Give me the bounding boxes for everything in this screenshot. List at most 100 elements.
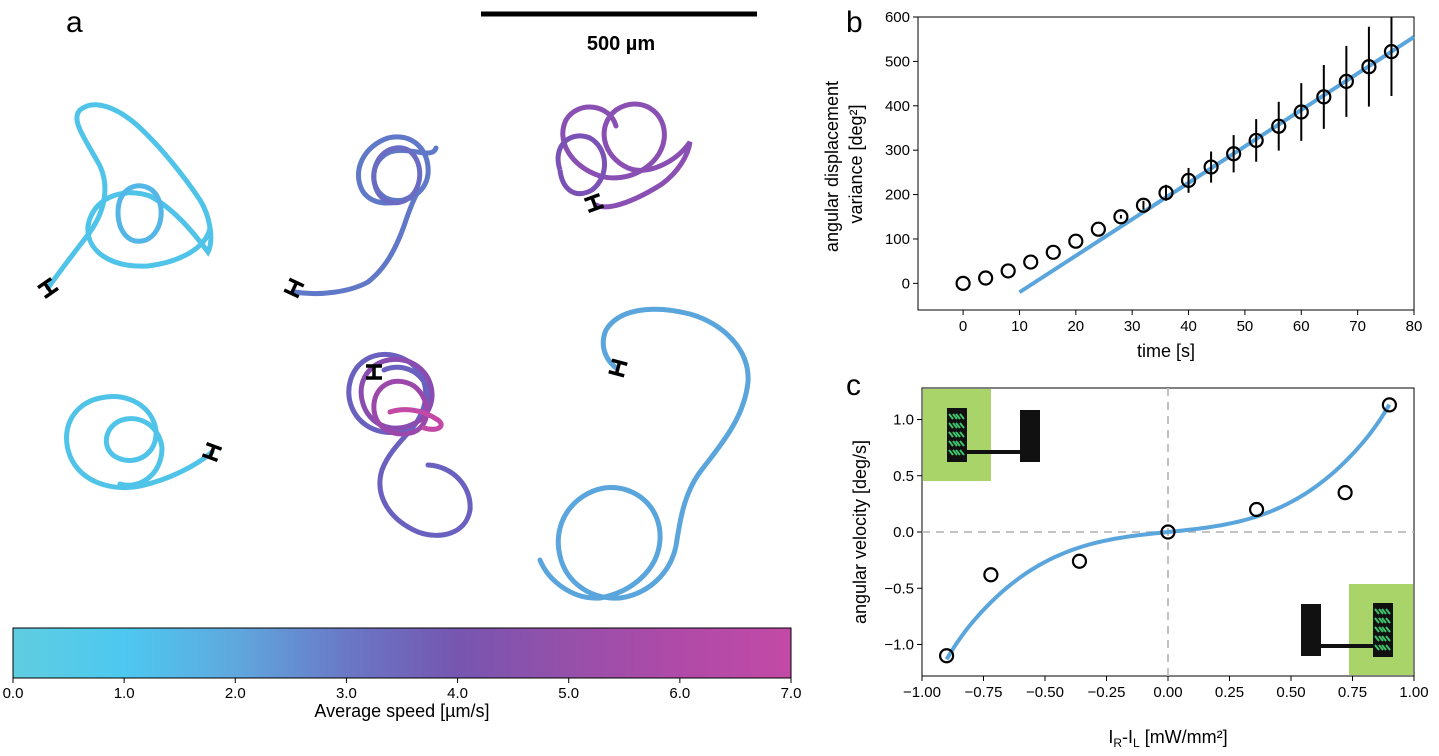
colorbar-tick-label: 5.0 bbox=[558, 685, 579, 702]
trajectory-1-path bbox=[45, 102, 214, 291]
trajectory-4-loop bbox=[555, 133, 607, 197]
inset-right-illumination bbox=[1301, 584, 1413, 675]
panel-b-data-point bbox=[1090, 221, 1106, 237]
panel-c-data-point bbox=[1160, 524, 1176, 540]
panel-b-y-ticks: 0 100 200 300 400 500 600 bbox=[885, 9, 918, 292]
panel-c-x-tick-label: 0.00 bbox=[1153, 684, 1182, 701]
inset-chevron bbox=[1378, 626, 1391, 633]
trajectory-2 bbox=[64, 394, 223, 490]
panel-b-letter: b bbox=[846, 6, 863, 39]
panel-b-data-point bbox=[1135, 197, 1152, 213]
trajectory-1 bbox=[37, 102, 214, 299]
panel-c-data-point bbox=[983, 567, 999, 583]
trajectory-1-loop bbox=[115, 183, 164, 244]
panel-c-data-point bbox=[938, 648, 955, 664]
panel-c-x-label-i: I bbox=[1108, 727, 1113, 747]
inset-chevron bbox=[952, 440, 965, 447]
panel-c-x-tick-label: 0.50 bbox=[1276, 684, 1305, 701]
panel-c-y-tick-label: 0.0 bbox=[893, 524, 914, 541]
panel-b-points bbox=[955, 17, 1400, 291]
panel-c-y-ticks: −1.0 −0.5 0.0 0.5 1.0 bbox=[884, 412, 922, 654]
panel-b-data-point bbox=[1203, 159, 1219, 175]
panel-c-data-point bbox=[1381, 397, 1398, 413]
panel-c-x-label-sub-l: L bbox=[1133, 736, 1140, 750]
panel-c-x-tick-label: 0.25 bbox=[1215, 684, 1244, 701]
panel-c-x-label-dash: -I bbox=[1122, 727, 1133, 747]
inset-chevron bbox=[952, 413, 965, 420]
panel-b-data-point bbox=[1113, 209, 1129, 225]
panel-c-x-ticks: −1.00 −0.75 −0.50 −0.25 0.00 0.25 0.50 0.75 1.00 bbox=[903, 676, 1429, 701]
panel-b-y-tick-label: 0 bbox=[902, 275, 910, 292]
inset-right-device bbox=[1373, 603, 1393, 657]
panel-b-x-tick-label: 80 bbox=[1406, 318, 1423, 335]
panel-b-y-label-line-2: variance [deg²] bbox=[846, 104, 866, 223]
inset-left-weight bbox=[1020, 410, 1040, 462]
colorbar bbox=[12, 627, 792, 679]
inset-chevron bbox=[948, 449, 961, 456]
panel-b-y-tick-label: 400 bbox=[885, 98, 910, 115]
colorbar-tick-label: 6.0 bbox=[669, 685, 690, 702]
panel-b-data-point bbox=[1248, 132, 1264, 149]
panel-c-y-tick-label: 1.0 bbox=[893, 412, 914, 429]
colorbar-tick-label: 1.0 bbox=[114, 685, 135, 702]
panel-b-y-tick-label: 500 bbox=[885, 53, 910, 70]
panel-b-y-tick-label: 100 bbox=[885, 231, 910, 248]
trajectory-5-loop-b bbox=[371, 378, 430, 437]
trajectory-3-marker bbox=[283, 277, 305, 299]
panel-b-y-label-line-1: angular displacement bbox=[822, 81, 842, 252]
inset-chevron bbox=[952, 431, 965, 438]
panel-b-data-point bbox=[1271, 118, 1287, 134]
colorbar-tick-label: 2.0 bbox=[225, 685, 246, 702]
panel-c-x-label-sub-r: R bbox=[1113, 736, 1122, 750]
panel-b-data-point bbox=[1158, 185, 1174, 201]
colorbar-tick-label: 7.0 bbox=[781, 685, 802, 702]
inset-chevron bbox=[948, 440, 961, 447]
panel-b-data-point bbox=[1000, 263, 1016, 279]
panel-b-x-tick-label: 50 bbox=[1237, 318, 1254, 335]
panel-b-data-point bbox=[1383, 44, 1400, 60]
panel-b-y-tick-label: 300 bbox=[885, 142, 910, 159]
panel-b-x-tick-label: 10 bbox=[1011, 318, 1028, 335]
panel-b-data-point bbox=[1045, 244, 1061, 260]
inset-left-device bbox=[947, 408, 967, 462]
colorbar-tick-label: 3.0 bbox=[336, 685, 357, 702]
trajectory-4 bbox=[555, 101, 693, 214]
panel-b-data-point bbox=[1293, 104, 1309, 120]
panel-c-x-tick-label: −0.75 bbox=[965, 684, 1003, 701]
trajectory-6 bbox=[537, 306, 751, 601]
inset-chevron bbox=[1374, 608, 1387, 615]
trajectory-5-fast-segment bbox=[387, 407, 444, 432]
panel-b-y-label: angular displacement variance [deg²] bbox=[822, 76, 866, 252]
panel-c-x-tick-label: 0.75 bbox=[1338, 684, 1367, 701]
panel-b-frame bbox=[917, 16, 1415, 311]
trajectory-2-marker bbox=[201, 441, 223, 463]
panel-c-fit-path bbox=[944, 403, 1392, 661]
panel-b-data-point bbox=[1023, 254, 1039, 270]
inset-chevron bbox=[952, 422, 965, 429]
panel-c-x-tick-label: −0.50 bbox=[1026, 684, 1064, 701]
inset-right-weight bbox=[1301, 604, 1321, 656]
panel-c-letter: c bbox=[846, 369, 861, 402]
inset-left-illumination bbox=[923, 389, 1040, 481]
panel-b-data-point bbox=[955, 275, 971, 291]
panel-b-y-tick-label: 600 bbox=[885, 9, 910, 26]
panel-a: a 500 µm bbox=[3, 6, 802, 721]
panel-b-data-point bbox=[1068, 233, 1084, 249]
panel-c-y-label: angular velocity [deg/s] bbox=[850, 440, 870, 624]
colorbar-tick-label: 4.0 bbox=[447, 685, 468, 702]
panel-c-x-tick-label: 1.00 bbox=[1399, 684, 1428, 701]
panel-c-data-point bbox=[1071, 553, 1088, 569]
panel-c-points bbox=[938, 397, 1398, 664]
inset-chevron bbox=[1378, 644, 1391, 651]
panel-c-x-tick-label: −0.25 bbox=[1088, 684, 1126, 701]
panel-c-data-point bbox=[1248, 501, 1265, 518]
panel-b-data-point bbox=[1180, 172, 1197, 188]
inset-chevron bbox=[1374, 635, 1387, 642]
panel-b-data-point bbox=[1338, 73, 1354, 89]
panel-a-letter: a bbox=[66, 6, 83, 39]
colorbar-label: Average speed [µm/s] bbox=[314, 701, 489, 721]
panel-c-y-tick-label: −0.5 bbox=[884, 580, 914, 597]
panel-c: c −1.0 −0.5 0.0 0.5 1.0 −1.00 −0.75 −0.50 −0.25… bbox=[846, 369, 1429, 750]
